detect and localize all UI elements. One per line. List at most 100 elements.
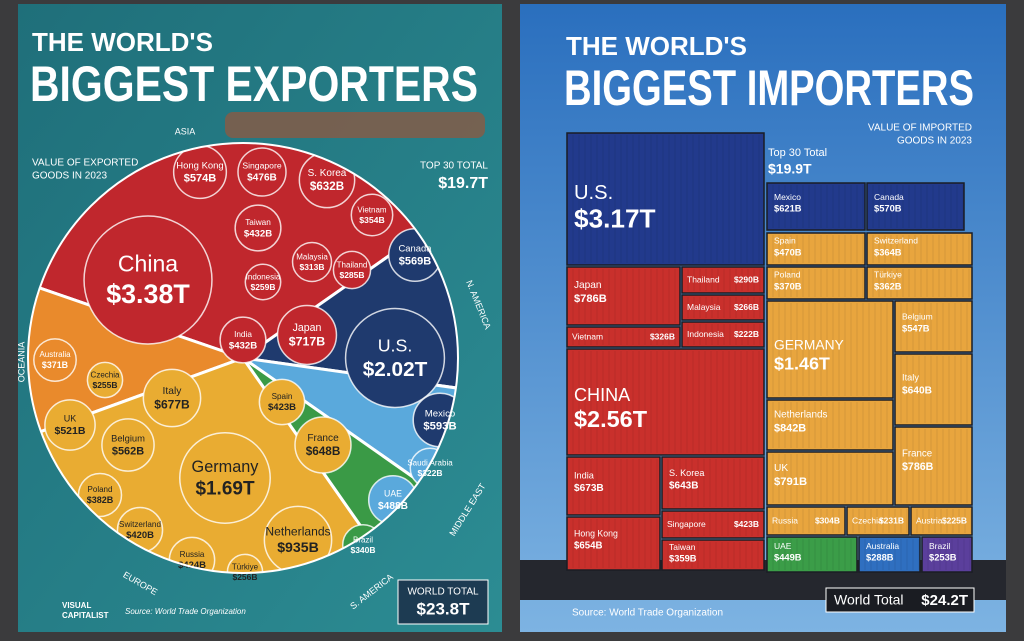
country-value: $359B: [669, 553, 697, 563]
country-name: S. Korea: [308, 168, 347, 179]
country-value: $340B: [350, 545, 375, 555]
country-name: Taiwan: [669, 542, 696, 552]
country-value: $1.69T: [195, 478, 255, 499]
country-name: Hong Kong: [574, 528, 618, 538]
country-name: Canada: [874, 192, 904, 202]
brand: CAPITALIST: [62, 611, 109, 620]
country-name: France: [902, 449, 932, 460]
country-cell: [219, 316, 267, 364]
country-value: $2.56T: [574, 406, 648, 432]
country-name: Vietnam: [357, 205, 387, 214]
country-value: $621B: [774, 204, 802, 214]
country-cell: [44, 399, 96, 451]
country-value: $791B: [774, 476, 807, 488]
country-cell: [142, 368, 202, 428]
country-name: Australia: [39, 350, 71, 359]
country-value: $362B: [874, 281, 902, 291]
country-name: Germany: [192, 458, 260, 476]
country-name: Belgium: [902, 312, 933, 322]
region-label: ASIA: [175, 126, 196, 136]
country-value: $786B: [574, 293, 607, 305]
country-value: $786B: [902, 461, 934, 473]
country-name: Spain: [774, 236, 796, 246]
top30-label: Top 30 Total: [768, 147, 827, 159]
country-value: $643B: [669, 480, 698, 491]
country-name: Russia: [180, 550, 205, 559]
world-total-box: [397, 579, 489, 625]
country-value: $488B: [378, 501, 408, 512]
country-name: Malaysia: [687, 302, 721, 312]
world-total: $23.8T: [417, 599, 471, 618]
country-name: Japan: [574, 280, 602, 291]
container: [681, 266, 765, 294]
country-name: Mexico: [774, 192, 801, 202]
subtitle: GOODS IN 2023: [897, 136, 972, 147]
country-value: $1.46T: [774, 353, 830, 373]
country-name: Russia: [772, 515, 798, 525]
ship: [225, 112, 485, 138]
container: [566, 456, 661, 516]
country-name: Poland: [88, 485, 113, 494]
country-value: $593B: [423, 421, 456, 433]
country-name: Hong Kong: [176, 160, 223, 171]
country-cell: [237, 147, 287, 197]
top30-label: TOP 30 TOTAL: [420, 161, 488, 172]
country-value: $547B: [902, 323, 930, 333]
country-value: $654B: [574, 540, 602, 551]
region-label: OCEANIA: [16, 342, 26, 383]
country-cell: [263, 505, 333, 573]
country-cell: [33, 338, 77, 382]
container: [894, 426, 973, 506]
top30-total: $19.9T: [768, 161, 812, 177]
world-total-box: [825, 587, 975, 613]
country-cell: [234, 204, 282, 252]
country-value: $470B: [774, 247, 802, 257]
country-value: $322B: [417, 468, 442, 478]
country-value: $677B: [154, 397, 190, 411]
container: [858, 536, 921, 573]
world-total: $24.2T: [921, 592, 968, 609]
globe-outline: [27, 142, 459, 574]
subtitle: VALUE OF IMPORTED: [868, 123, 972, 134]
country-value: $290B: [734, 274, 759, 284]
country-value: $253B: [929, 553, 957, 563]
container: [766, 451, 894, 506]
country-cell: [244, 263, 282, 301]
subtitle: VALUE OF EXPORTED: [32, 158, 138, 169]
container: [566, 132, 765, 266]
country-name: UAE: [774, 541, 792, 551]
exporters-header: THE WORLD'S BIGGEST EXPORTERS VALUE OF E…: [30, 27, 489, 625]
country-name: Thailand: [687, 274, 720, 284]
country-name: Thailand: [337, 260, 368, 269]
country-value: $326B: [650, 331, 675, 341]
container: [661, 456, 765, 510]
brand: VISUAL: [62, 601, 91, 610]
country-cell: [86, 361, 124, 399]
country-value: $313B: [299, 262, 324, 272]
country-name: Singapore: [242, 161, 282, 171]
container: [766, 232, 866, 266]
country-value: $225B: [942, 515, 967, 525]
country-name: Brazil: [929, 541, 950, 551]
container: [766, 266, 866, 300]
world-label: World Total: [834, 592, 904, 608]
country-name: CHINA: [574, 385, 630, 405]
country-name: Australia: [866, 541, 899, 551]
container: [566, 348, 765, 456]
country-name: Poland: [774, 270, 801, 280]
country-name: UK: [64, 414, 77, 424]
title-line: THE WORLD'S: [32, 27, 213, 57]
country-name: Brazil: [353, 535, 373, 544]
country-name: Switzerland: [874, 236, 918, 246]
world-label: WORLD TOTAL: [407, 587, 479, 598]
container: [866, 266, 973, 300]
country-value: $562B: [112, 445, 144, 457]
country-value: $432B: [229, 340, 257, 351]
country-name: Malaysia: [296, 252, 328, 261]
country-value: $648B: [306, 445, 341, 458]
country-name: UAE: [384, 489, 402, 499]
country-value: $423B: [268, 402, 296, 413]
source: Source: World Trade Organization: [572, 608, 723, 619]
country-name: Türkiye: [232, 562, 259, 571]
